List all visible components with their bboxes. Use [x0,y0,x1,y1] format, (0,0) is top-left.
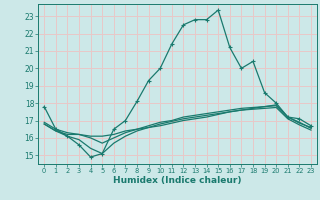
X-axis label: Humidex (Indice chaleur): Humidex (Indice chaleur) [113,176,242,185]
